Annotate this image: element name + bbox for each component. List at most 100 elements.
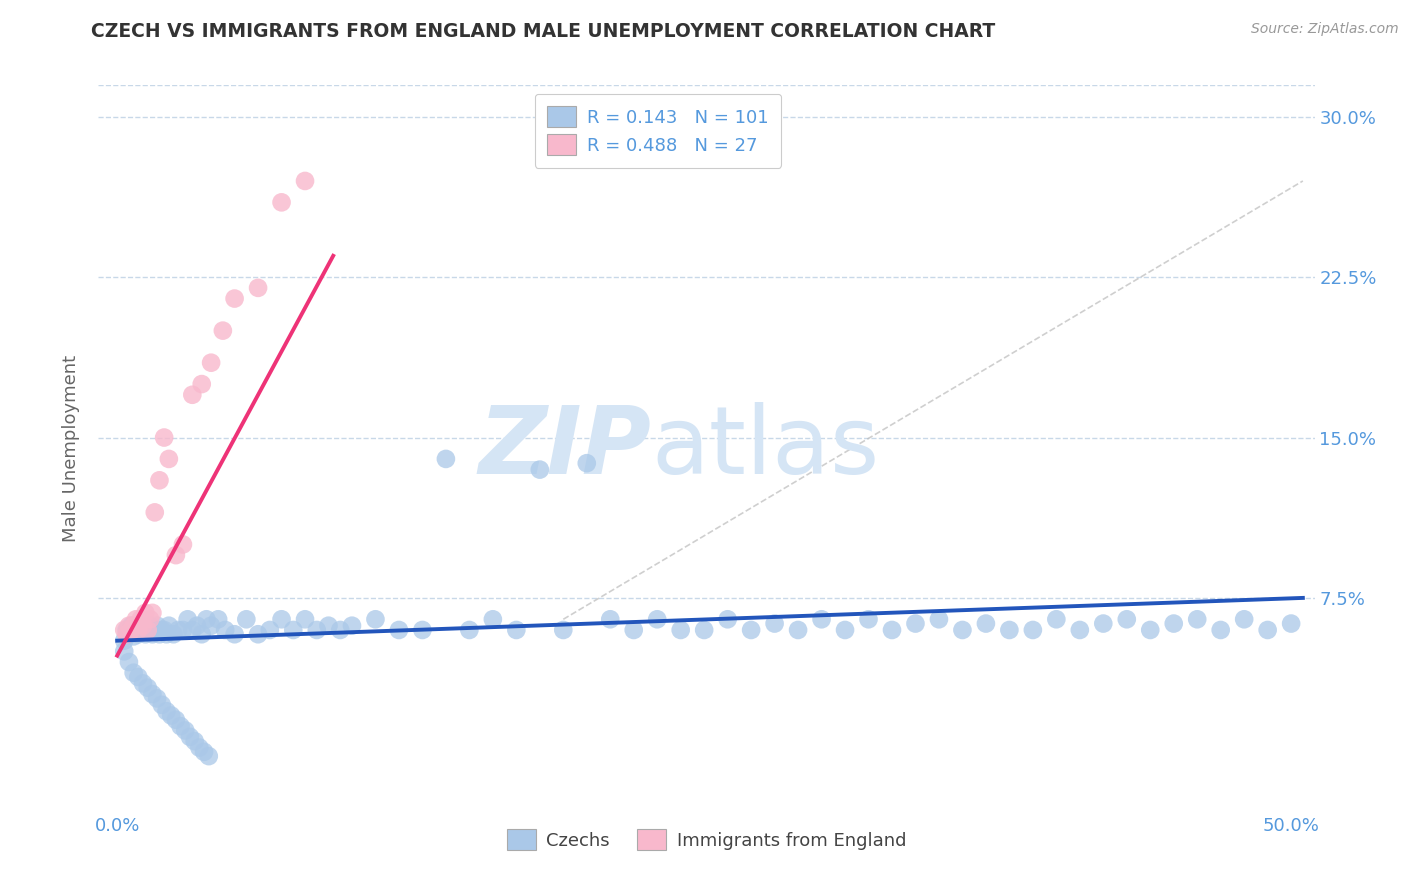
Point — [136, 681, 159, 695]
Point — [139, 612, 162, 626]
Point — [167, 623, 190, 637]
Point — [329, 623, 352, 637]
Point — [197, 749, 219, 764]
Point — [235, 612, 257, 626]
Point — [645, 612, 668, 626]
Point — [134, 606, 156, 620]
Point — [141, 606, 163, 620]
Point — [1163, 616, 1185, 631]
Point — [125, 612, 148, 626]
Point — [998, 623, 1021, 637]
Point — [247, 627, 270, 641]
Point — [482, 612, 505, 626]
Point — [132, 618, 155, 632]
Point — [157, 618, 180, 632]
Point — [974, 616, 997, 631]
Point — [529, 462, 551, 476]
Point — [224, 292, 246, 306]
Point — [143, 623, 166, 637]
Point — [763, 616, 786, 631]
Point — [207, 612, 229, 626]
Point — [118, 655, 141, 669]
Point — [172, 537, 194, 551]
Point — [880, 623, 903, 637]
Point — [155, 704, 177, 718]
Point — [120, 623, 142, 637]
Point — [127, 623, 149, 637]
Point — [181, 388, 204, 402]
Point — [118, 618, 141, 632]
Point — [787, 623, 810, 637]
Point — [669, 623, 692, 637]
Point — [122, 618, 145, 632]
Point — [553, 623, 575, 637]
Point — [1139, 623, 1161, 637]
Point — [1279, 616, 1302, 631]
Text: ZIP: ZIP — [479, 402, 652, 494]
Point — [283, 623, 305, 637]
Point — [1069, 623, 1091, 637]
Point — [132, 676, 155, 690]
Point — [1045, 612, 1067, 626]
Point — [132, 623, 155, 637]
Point — [174, 723, 197, 738]
Point — [127, 627, 149, 641]
Point — [411, 623, 433, 637]
Point — [305, 623, 328, 637]
Point — [928, 612, 950, 626]
Point — [904, 616, 927, 631]
Point — [139, 618, 162, 632]
Point — [112, 623, 135, 637]
Point — [129, 618, 152, 632]
Point — [148, 473, 170, 487]
Point — [136, 623, 159, 637]
Point — [834, 623, 856, 637]
Point — [148, 627, 170, 641]
Point — [214, 623, 236, 637]
Point — [169, 719, 191, 733]
Point — [157, 451, 180, 466]
Point — [200, 356, 222, 370]
Point — [458, 623, 481, 637]
Point — [318, 618, 340, 632]
Point — [134, 627, 156, 641]
Point — [434, 451, 457, 466]
Point — [388, 623, 411, 637]
Point — [810, 612, 832, 626]
Point — [294, 174, 316, 188]
Point — [1233, 612, 1256, 626]
Legend: Czechs, Immigrants from England: Czechs, Immigrants from England — [499, 822, 914, 857]
Point — [1257, 623, 1279, 637]
Point — [115, 627, 138, 641]
Point — [127, 670, 149, 684]
Point — [1209, 623, 1232, 637]
Text: atlas: atlas — [652, 402, 880, 494]
Point — [717, 612, 740, 626]
Point — [270, 195, 292, 210]
Point — [165, 548, 187, 562]
Point — [575, 456, 598, 470]
Point — [858, 612, 880, 626]
Point — [294, 612, 316, 626]
Point — [172, 623, 194, 637]
Point — [1187, 612, 1209, 626]
Text: Source: ZipAtlas.com: Source: ZipAtlas.com — [1251, 22, 1399, 37]
Point — [200, 618, 222, 632]
Point — [162, 627, 184, 641]
Point — [623, 623, 645, 637]
Point — [153, 623, 176, 637]
Point — [136, 623, 159, 637]
Point — [122, 665, 145, 680]
Point — [224, 627, 246, 641]
Point — [340, 618, 363, 632]
Point — [143, 505, 166, 519]
Point — [125, 623, 148, 637]
Point — [212, 324, 235, 338]
Point — [165, 713, 187, 727]
Point — [112, 633, 135, 648]
Point — [599, 612, 621, 626]
Point — [1092, 616, 1115, 631]
Point — [150, 698, 173, 712]
Point — [952, 623, 974, 637]
Point — [181, 623, 204, 637]
